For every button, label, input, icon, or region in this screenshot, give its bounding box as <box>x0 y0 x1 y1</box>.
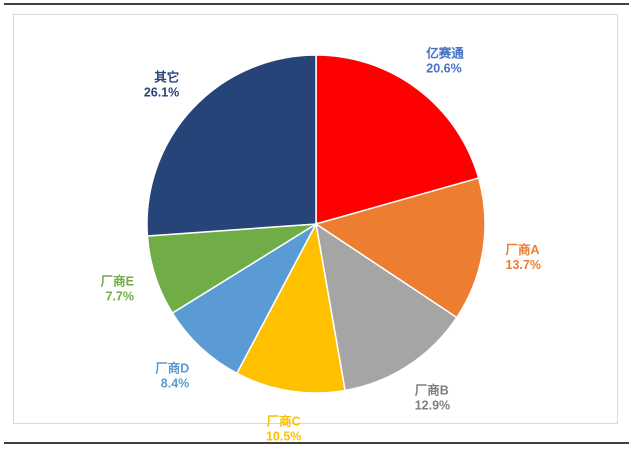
pie-label-d: 厂商D 8.4% <box>155 361 189 391</box>
pie-label-name: 厂商D <box>155 361 189 376</box>
pie-slice-c <box>235 221 346 394</box>
pie-label-name: 厂商C <box>267 414 301 429</box>
pie-slice-d <box>171 221 318 375</box>
bottom-divider <box>4 442 629 444</box>
pie-label-percent: 20.6% <box>426 62 461 76</box>
pie-label-name: 其它 <box>154 70 179 85</box>
pie-slices <box>146 54 486 394</box>
pie-label-percent: 7.7% <box>106 289 135 303</box>
pie-slice-item-0 <box>315 54 480 225</box>
pie-label-name: 亿赛通 <box>426 46 464 61</box>
pie-label-percent: 26.1% <box>144 86 179 100</box>
pie-slice-b <box>314 222 458 392</box>
pie-slice-item-6 <box>146 54 317 237</box>
pie-labels: 亿赛通 20.6%厂商A 13.7%厂商B 12.9%厂商C 10.5%厂商D 8.4%厂… <box>101 46 541 444</box>
pie-label-name: 厂商A <box>506 242 540 257</box>
pie-label-b: 厂商B 12.9% <box>415 383 450 413</box>
pie-label-a: 厂商A 13.7% <box>506 242 541 272</box>
pie-label-name: 厂商E <box>101 273 134 288</box>
pie-label-item-0: 亿赛通 20.6% <box>426 46 464 76</box>
pie-label-percent: 13.7% <box>506 258 541 272</box>
pie-label-name: 厂商B <box>415 383 449 398</box>
pie-slice-a <box>314 177 486 319</box>
top-divider <box>4 3 629 5</box>
pie-label-percent: 10.5% <box>266 430 301 444</box>
pie-label-percent: 8.4% <box>161 377 190 391</box>
pie-label-c: 厂商C 10.5% <box>266 414 301 444</box>
pie-label-e: 厂商E 7.7% <box>101 273 134 303</box>
pie-label-item-6: 其它 26.1% <box>144 70 179 100</box>
pie-label-percent: 12.9% <box>415 399 450 413</box>
